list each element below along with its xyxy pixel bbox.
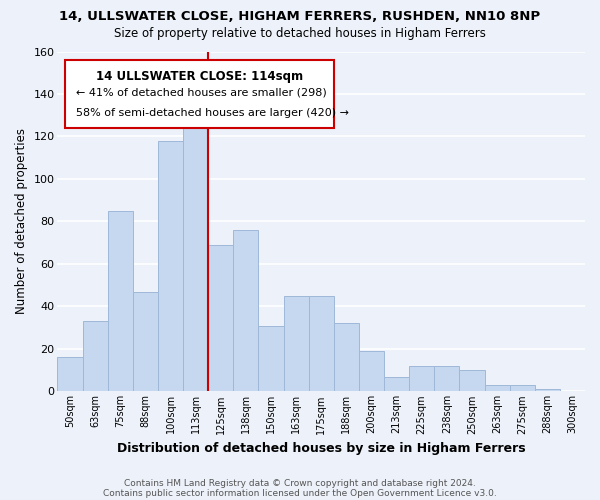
Bar [83,322,108,392]
FancyBboxPatch shape [65,60,334,128]
Text: Contains HM Land Registry data © Crown copyright and database right 2024.: Contains HM Land Registry data © Crown c… [124,478,476,488]
Text: 14, ULLSWATER CLOSE, HIGHAM FERRERS, RUSHDEN, NN10 8NP: 14, ULLSWATER CLOSE, HIGHAM FERRERS, RUS… [59,10,541,23]
Bar [409,366,434,392]
Text: ← 41% of detached houses are smaller (298): ← 41% of detached houses are smaller (29… [76,87,326,97]
Bar [208,245,233,392]
Bar [183,122,208,392]
Bar [509,385,535,392]
Bar [460,370,485,392]
Bar [259,326,284,392]
Bar [133,292,158,392]
Bar [359,351,384,392]
Y-axis label: Number of detached properties: Number of detached properties [15,128,28,314]
Bar [485,385,509,392]
Text: 58% of semi-detached houses are larger (420) →: 58% of semi-detached houses are larger (… [76,108,349,118]
Bar [334,324,359,392]
Bar [535,390,560,392]
Bar [284,296,308,392]
Bar [434,366,460,392]
Text: 14 ULLSWATER CLOSE: 114sqm: 14 ULLSWATER CLOSE: 114sqm [97,70,304,83]
X-axis label: Distribution of detached houses by size in Higham Ferrers: Distribution of detached houses by size … [117,442,526,455]
Bar [58,358,83,392]
Bar [158,140,183,392]
Bar [233,230,259,392]
Bar [308,296,334,392]
Bar [384,376,409,392]
Bar [108,211,133,392]
Text: Size of property relative to detached houses in Higham Ferrers: Size of property relative to detached ho… [114,28,486,40]
Text: Contains public sector information licensed under the Open Government Licence v3: Contains public sector information licen… [103,488,497,498]
